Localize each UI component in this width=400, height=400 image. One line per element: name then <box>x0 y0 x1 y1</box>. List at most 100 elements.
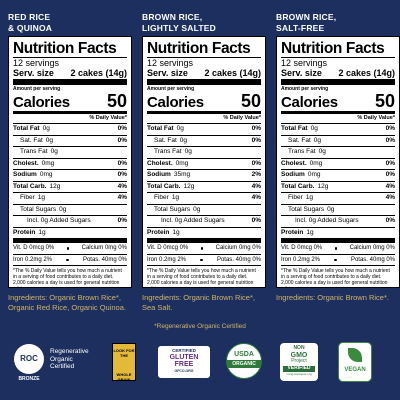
footnote: *The % Daily Value tells you how much a … <box>13 265 127 287</box>
nutrient-amount: 1g <box>306 228 314 236</box>
non-gmo-text: nongmoproject.org <box>286 371 312 376</box>
nutrient-row: Incl. 0g Added Sugars 0% <box>281 215 395 227</box>
product-name-line: BROWN RICE, <box>142 12 203 22</box>
usda-text: USDA <box>234 351 254 358</box>
whole-grain-text: WHOLE GRAIN <box>116 372 132 382</box>
nutrient-dv: 4% <box>251 182 261 190</box>
vitamin-row: Iron 0.2mg 2% Potas. 40mg 0% <box>13 253 127 266</box>
roc-badge: ROC <box>14 344 44 374</box>
nutrient-label: Trans Fat <box>20 148 48 155</box>
nutrient-amount: 0g <box>313 136 321 144</box>
vitamin-item: Calcium 0mg 0% <box>349 245 395 251</box>
nutrition-panel: Nutrition Facts 12 servings Serv. size 2 ca… <box>8 36 132 288</box>
servings: 12 servings <box>147 57 261 68</box>
roc-level: BRONZE <box>18 376 40 382</box>
product-column: BROWN RICE, SALT-FREE Nutrition Facts 12 se… <box>276 12 400 303</box>
nutrient-dv: 0% <box>117 171 127 178</box>
nutrient-label: Total Sugars <box>20 205 57 213</box>
ingredients: Ingredients: Organic Brown Rice*. <box>276 293 389 302</box>
product-name-line: BROWN RICE, <box>276 12 337 22</box>
nutrient-dv: 0% <box>251 125 261 132</box>
vitamin-item: Vit. D 0mcg 0% <box>147 245 189 251</box>
product-name-line: & QUINOA <box>8 23 53 33</box>
vitamin-item: Potas. 40mg 0% <box>82 256 127 263</box>
footnote: *The % Daily Value tells you how much a … <box>281 265 395 287</box>
nutrient-label: Trans Fat <box>288 148 316 155</box>
non-gmo-text: NON <box>293 345 305 351</box>
nutrient-label: Total Carb. <box>281 182 315 190</box>
servings: 12 servings <box>281 57 395 68</box>
rule <box>281 238 395 243</box>
vitamin-item: Vit. D 0mcg 0% <box>13 245 55 251</box>
nutrient-label: Sat. Fat <box>288 136 311 144</box>
nutrient-dv: 0% <box>251 159 261 167</box>
separator-dot <box>200 247 204 250</box>
calories-label: Calories <box>147 94 204 111</box>
nutrient-label: Incl. 0g Added Sugars <box>27 217 91 224</box>
vitamin-item: Iron 0.2mg 2% <box>281 256 321 263</box>
vitamin-item: Calcium 0mg 0% <box>215 245 261 251</box>
nutrient-label: Protein <box>13 228 36 236</box>
nutrient-amount: 0g <box>318 148 326 155</box>
panel-title: Nutrition Facts <box>281 40 385 57</box>
rule <box>147 238 261 243</box>
nutrient-amount: 0mg <box>41 159 55 167</box>
calories-label: Calories <box>281 94 338 111</box>
calories: Calories 50 <box>281 91 395 111</box>
nutrient-row: Cholest. 0mg 0% <box>13 157 127 170</box>
nutrition-panel: Nutrition Facts 12 servings Serv. size 2 ca… <box>276 36 400 288</box>
nutrient-row: Total Fat 0g 0% <box>13 123 127 135</box>
product-name-line: LIGHTLY SALTED <box>142 23 216 33</box>
nutrient-label: Sodium <box>147 171 171 178</box>
nutrient-row: Incl. 0g Added Sugars 0% <box>147 215 261 227</box>
nutrient-row: Trans Fat 0g <box>13 146 127 158</box>
vitamin-item: Iron 0.2mg 2% <box>13 256 53 263</box>
nutrient-amount: 35mg <box>173 171 191 178</box>
nutrient-row: Total Sugars 0g <box>147 203 261 216</box>
product-name: BROWN RICE, LIGHTLY SALTED <box>142 12 266 36</box>
vitamin-item: Vit. D 0mcg 0% <box>281 245 323 251</box>
nutrient-label: Trans Fat <box>154 148 182 155</box>
nutrient-amount: 0mg <box>175 159 189 167</box>
nutrient-row: Total Sugars 0g <box>281 203 395 216</box>
calories-value: 50 <box>374 91 395 111</box>
nutrient-amount: 1g <box>171 194 180 201</box>
vitamin-row: Iron 0.2mg 2% Potas. 40mg 0% <box>147 253 261 266</box>
usda-text: ORGANIC <box>227 360 261 368</box>
non-gmo-text: Project <box>291 357 307 364</box>
nutrient-label: Sat. Fat <box>20 136 43 144</box>
separator-dot <box>66 258 69 261</box>
nutrient-row: Sodium 0mg 0% <box>13 169 127 181</box>
roc-text: Regenerative Organic Certified <box>50 348 105 371</box>
nutrient-amount: 0mg <box>309 159 323 167</box>
serving-size: Serv. size 2 cakes (14g) <box>147 68 261 79</box>
dv-header: % Daily Value* <box>357 115 395 121</box>
nutrient-row: Incl. 0g Added Sugars 0% <box>13 215 127 227</box>
nutrient-amount: 0g <box>176 125 184 132</box>
separator-dot <box>66 247 70 250</box>
non-gmo-text: GMO <box>290 351 308 359</box>
nutrient-label: Sodium <box>13 171 37 178</box>
nutrient-label: Total Carb. <box>147 182 181 190</box>
nutrient-amount: 0g <box>59 205 67 213</box>
nutrient-amount: 0g <box>179 136 187 144</box>
nutrient-row: Total Carb. 12g 4% <box>281 180 395 193</box>
nutrient-row: Total Sugars 0g <box>13 203 127 216</box>
nutrient-row: Trans Fat 0g <box>281 146 395 158</box>
nutrient-amount: 0g <box>42 125 50 132</box>
calories: Calories 50 <box>147 92 261 111</box>
nutrient-dv: 0% <box>385 136 395 144</box>
nutrient-row: Sat. Fat 0g 0% <box>13 134 127 147</box>
whole-grain-stamp: LOOK FOR THE WHOLE GRAIN <box>112 343 136 382</box>
amount-label: Amount per serving <box>13 86 61 92</box>
nutrient-label: Total Sugars <box>288 205 325 213</box>
nutrient-row: Protein 1g <box>13 226 127 239</box>
nutrient-row: Fiber 1g 4% <box>147 192 261 204</box>
servings: 12 servings <box>13 57 127 68</box>
nutrient-dv: 4% <box>251 194 261 201</box>
nutrient-label: Total Fat <box>13 125 40 132</box>
vegan-leaf <box>348 348 362 362</box>
rule <box>13 79 127 85</box>
roc-line: Regenerative <box>50 348 89 355</box>
